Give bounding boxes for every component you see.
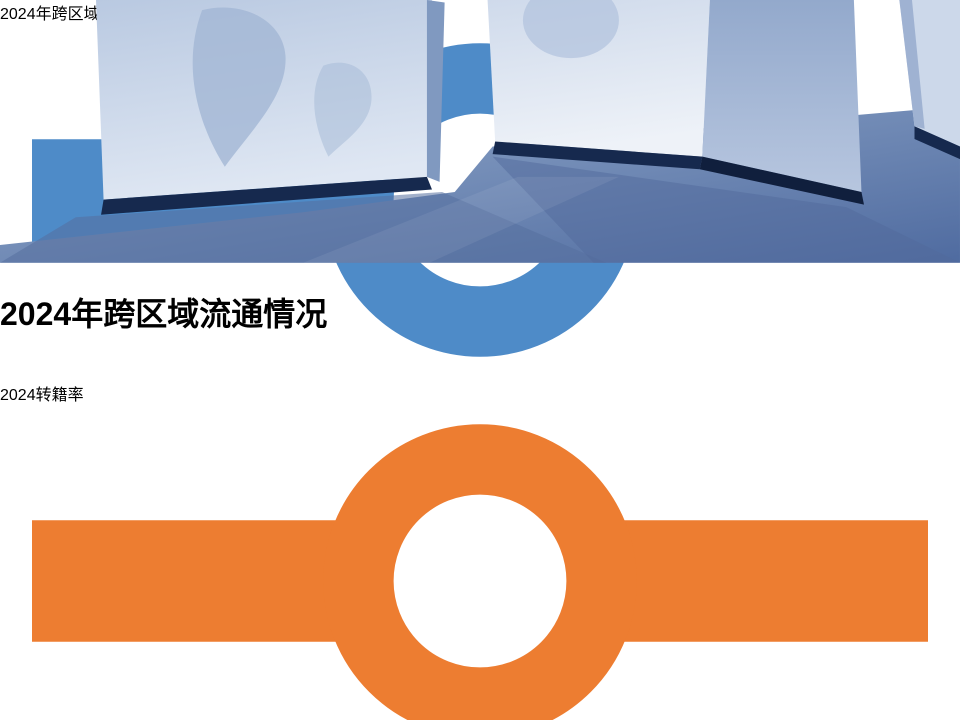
cubes-decoration-image xyxy=(0,0,960,263)
header-banner: 2024年跨区域流通情况 xyxy=(0,0,960,332)
legend-label-2024: 2024转籍率 xyxy=(0,387,84,404)
slide-title: 2024年跨区域流通情况 xyxy=(0,296,328,333)
legend-item-2023: 2023转籍率 xyxy=(0,405,960,720)
line-marker-icon xyxy=(32,424,928,720)
